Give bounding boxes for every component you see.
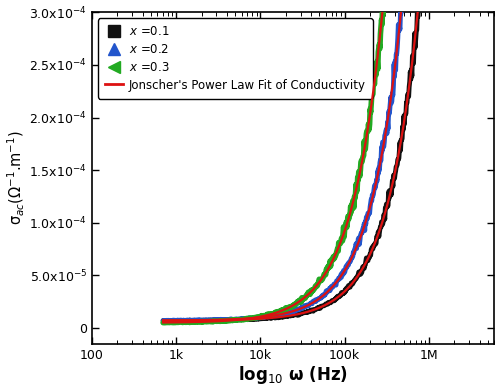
Legend: $x$ =0.1, $x$ =0.2, $x$ =0.3, Jonscher's Power Law Fit of Conductivity: $x$ =0.1, $x$ =0.2, $x$ =0.3, Jonscher's… — [98, 18, 372, 99]
Y-axis label: σ$_{ac}$(Ω$^{-1}$.m$^{-1}$): σ$_{ac}$(Ω$^{-1}$.m$^{-1}$) — [6, 131, 26, 225]
X-axis label: log$_{10}$ ω (Hz): log$_{10}$ ω (Hz) — [238, 365, 348, 387]
